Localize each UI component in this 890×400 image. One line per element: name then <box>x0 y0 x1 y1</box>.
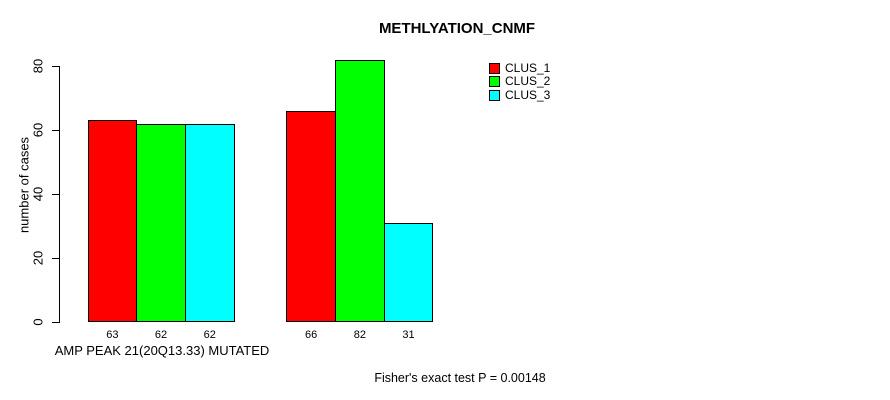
bar-value-label: 66 <box>305 329 318 341</box>
y-axis-line <box>59 66 60 323</box>
bar-clus_1-group1 <box>87 120 138 322</box>
y-axis-tick-label: 20 <box>30 250 46 266</box>
legend-swatch-clus_1 <box>489 63 500 74</box>
y-axis-tick-label: 40 <box>30 186 46 202</box>
bar-clus_2-group1 <box>136 123 186 322</box>
y-axis-tick <box>52 322 59 323</box>
y-axis-tick-label: 0 <box>30 318 46 326</box>
legend-item: CLUS_1 <box>489 62 609 75</box>
y-axis-tick <box>52 194 59 195</box>
bar-clus_3-group2 <box>383 222 434 322</box>
legend-label: CLUS_1 <box>505 61 551 75</box>
bar-value-label: 62 <box>203 329 216 341</box>
y-axis-tick-label: 80 <box>30 58 46 74</box>
legend-label: CLUS_3 <box>505 87 551 102</box>
y-axis-tick <box>52 66 59 67</box>
bar-value-label: 62 <box>154 329 168 341</box>
chart-title: METHLYATION_CNMF <box>378 20 536 37</box>
bar-value-label: 82 <box>353 329 366 341</box>
bar-clus_3-group1 <box>184 123 235 322</box>
bar-clus_1-group2 <box>286 110 336 322</box>
legend-label: CLUS_2 <box>505 74 551 89</box>
bar-value-label: 63 <box>106 329 119 341</box>
legend-swatch-clus_2 <box>489 76 500 88</box>
y-axis-tick <box>52 258 59 259</box>
bar-value-label: 31 <box>402 329 415 341</box>
y-axis-tick <box>52 130 59 131</box>
legend-item: CLUS_2 <box>489 75 609 88</box>
bar-clus_2-group2 <box>335 59 385 322</box>
legend-swatch-clus_3 <box>489 89 500 101</box>
x-axis-group-label: AMP PEAK 21(20Q13.33) MUTATED <box>54 343 270 358</box>
legend: CLUS_1 CLUS_2 CLUS_3 <box>489 62 609 106</box>
legend-item: CLUS_3 <box>489 87 609 102</box>
y-axis-tick-label: 60 <box>30 122 46 138</box>
fisher-test-annotation: Fisher's exact test P = 0.00148 <box>374 371 546 385</box>
